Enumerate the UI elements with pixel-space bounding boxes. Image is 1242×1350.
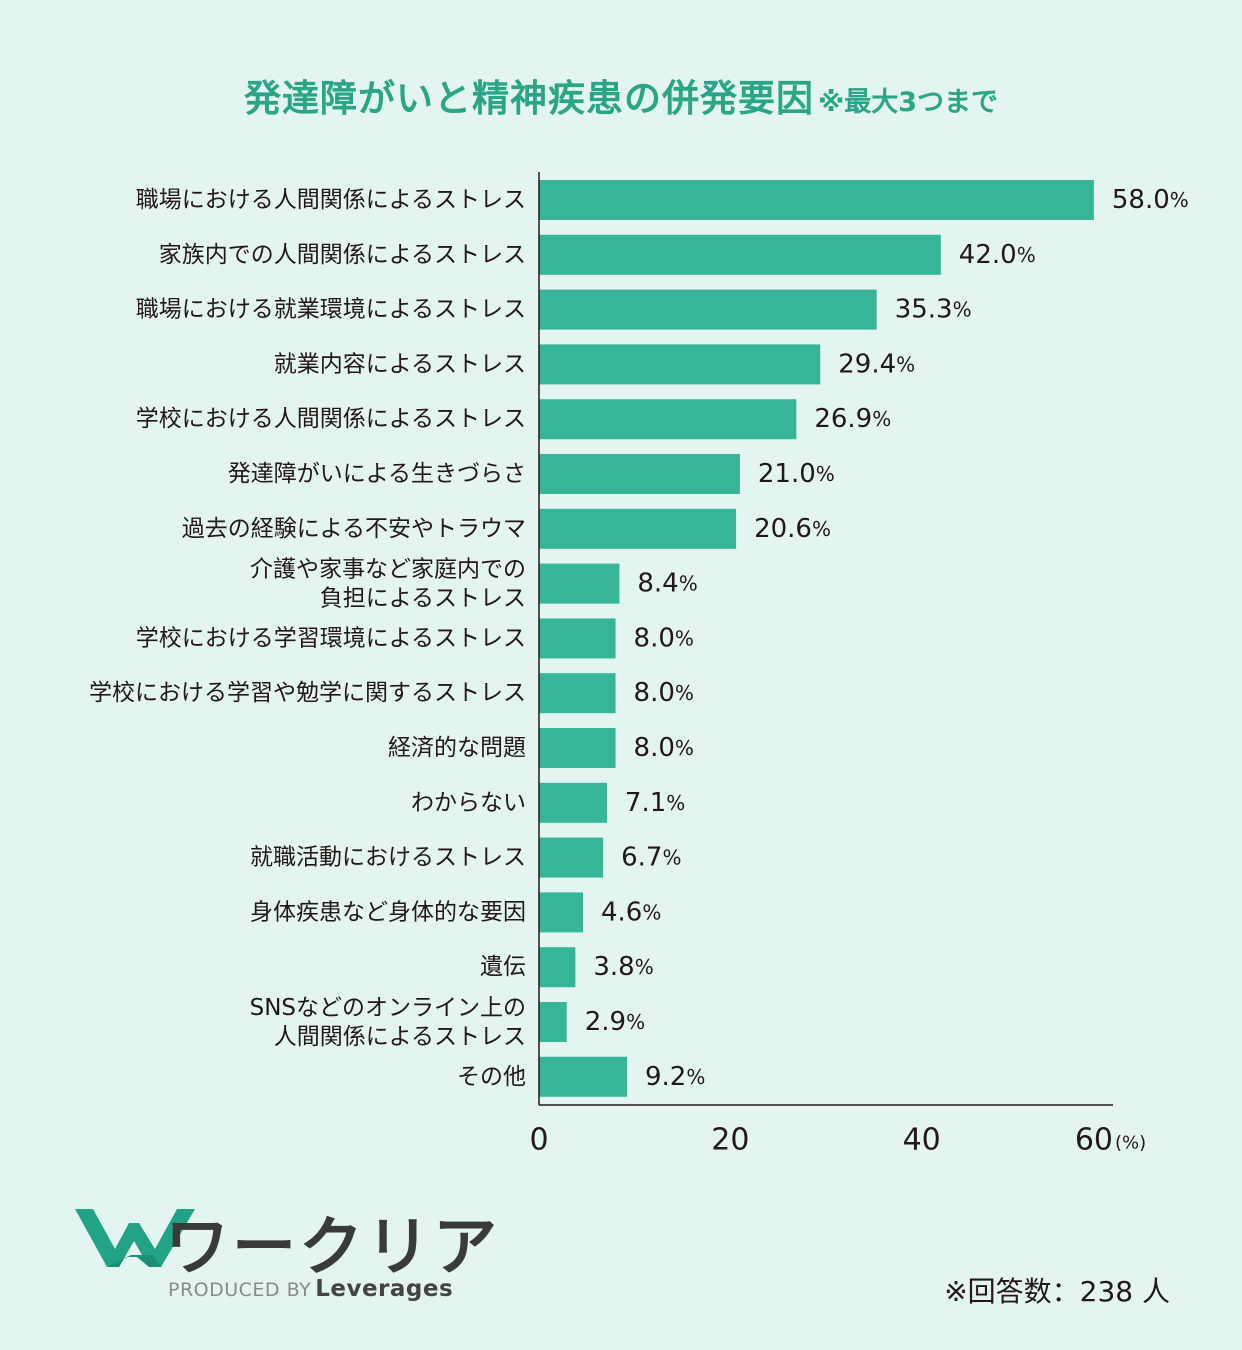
category-label-11-0: わからない <box>411 790 526 816</box>
bar-10 <box>539 728 616 768</box>
bar-9 <box>539 673 616 714</box>
value-label-2: 35.3% <box>895 295 972 325</box>
x-tick-label-2: 40 <box>903 1123 941 1158</box>
value-label-4: 26.9% <box>814 404 891 434</box>
bar-16 <box>539 1056 628 1097</box>
category-label-6-0: 過去の経験による不安やトラウマ <box>182 516 526 542</box>
bar-7 <box>539 563 620 604</box>
bar-chart: 職場における人間関係によるストレス家族内での人間関係によるストレス職場における就… <box>89 172 1189 1158</box>
value-label-14: 3.8% <box>593 952 653 982</box>
axis-layer: 0 20 40 60 (%) <box>529 172 1146 1158</box>
produced-by-brand: Leverages <box>315 1276 454 1302</box>
value-label-10: 8.0% <box>634 733 694 763</box>
category-label-16-0: その他 <box>457 1064 526 1090</box>
bar-3 <box>539 344 821 385</box>
category-label-1-0: 家族内での人間関係によるストレス <box>159 242 526 268</box>
value-label-5: 21.0% <box>758 459 835 489</box>
category-label-15-1: 人間関係によるストレス <box>274 1024 526 1050</box>
category-labels-layer: 職場における人間関係によるストレス家族内での人間関係によるストレス職場における就… <box>89 187 526 1090</box>
bar-13 <box>539 892 584 933</box>
x-tick-label-1: 20 <box>711 1123 749 1158</box>
bar-8 <box>539 618 616 659</box>
x-tick-label-0: 0 <box>529 1123 548 1158</box>
category-label-12-0: 就職活動におけるストレス <box>250 845 526 871</box>
bar-14 <box>539 947 576 988</box>
value-label-11: 7.1% <box>625 788 685 818</box>
category-label-8-0: 学校における学習環境によるストレス <box>136 625 526 651</box>
bar-2 <box>539 289 877 330</box>
chart-title: 発達障がいと精神疾患の併発要因 ※最大3つまで <box>0 68 1242 122</box>
bar-1 <box>539 234 941 275</box>
bar-15 <box>539 1002 567 1042</box>
produced-by: PRODUCED BY Leverages <box>168 1276 453 1302</box>
value-label-9: 8.0% <box>634 678 694 708</box>
category-label-5-0: 発達障がいによる生きづらさ <box>228 461 526 487</box>
w-logo-icon <box>75 1209 195 1267</box>
category-label-9-0: 学校における学習や勉学に関するストレス <box>89 680 526 706</box>
logo-wordmark: ワークリア <box>165 1211 500 1285</box>
value-label-3: 29.4% <box>838 349 915 379</box>
x-tick-label-3: 60 <box>1075 1123 1113 1158</box>
value-labels-layer: 58.0% 42.0% 35.3% 29.4% 26.9% 21.0% 20.6% 8.4% 8… <box>585 185 1189 1092</box>
value-label-15: 2.9% <box>585 1007 645 1037</box>
category-label-10-0: 経済的な問題 <box>388 735 526 761</box>
bar-4 <box>539 399 797 440</box>
category-label-14-0: 遺伝 <box>480 954 526 980</box>
value-label-12: 6.7% <box>621 843 681 873</box>
value-label-1: 42.0% <box>959 240 1036 270</box>
category-label-7-0: 介護や家事など家庭内での <box>250 557 526 583</box>
bar-0 <box>539 180 1094 220</box>
produced-by-label: PRODUCED BY <box>168 1279 312 1301</box>
value-label-0: 58.0% <box>1112 185 1189 215</box>
value-label-16: 9.2% <box>645 1062 705 1092</box>
bar-5 <box>539 454 740 494</box>
x-unit-label: (%) <box>1115 1133 1146 1154</box>
bar-11 <box>539 782 607 823</box>
value-label-6: 20.6% <box>754 514 831 544</box>
category-label-2-0: 職場における就業環境によるストレス <box>136 297 526 323</box>
category-label-7-1: 負担によるストレス <box>320 586 526 612</box>
chart-title-main: 発達障がいと精神疾患の併発要因 <box>243 77 814 120</box>
chart-title-note: ※最大3つまで <box>817 87 999 118</box>
category-label-0-0: 職場における人間関係によるストレス <box>136 187 526 213</box>
category-label-15-0: SNSなどのオンライン上の <box>250 995 526 1021</box>
value-label-13: 4.6% <box>601 897 661 927</box>
bar-6 <box>539 508 737 549</box>
category-label-13-0: 身体疾患など身体的な要因 <box>250 899 526 925</box>
category-label-3-0: 就業内容によるストレス <box>274 351 526 377</box>
bars-layer <box>539 180 1094 1097</box>
respondent-count: ※回答数：238 人 <box>944 1275 1170 1308</box>
bar-12 <box>539 837 604 878</box>
value-label-8: 8.0% <box>634 623 694 653</box>
category-label-4-0: 学校における人間関係によるストレス <box>136 406 526 432</box>
value-label-7: 8.4% <box>637 569 697 599</box>
